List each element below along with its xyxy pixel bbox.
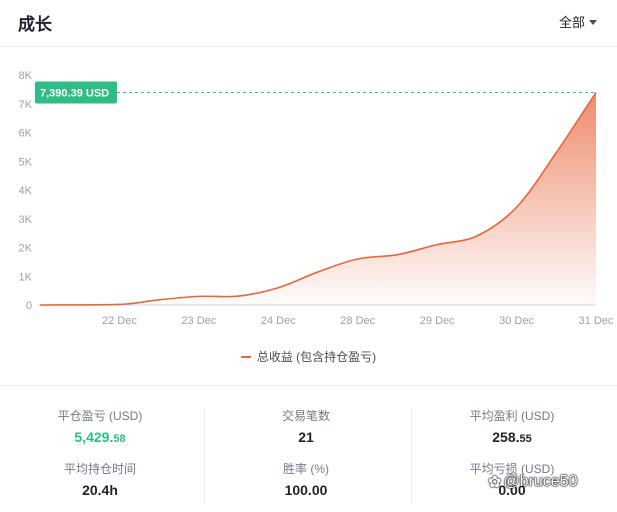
- x-tick-label: 24 Dec: [261, 315, 296, 327]
- growth-chart: 0 1K 2K 3K 4K 5K 6K 7K 8K 22 Dec 23 Dec 24 Dec 28 D…: [19, 70, 614, 327]
- stat-value: 21: [298, 429, 314, 445]
- series-area: [40, 92, 596, 305]
- stat-closed-pnl: 平仓盈亏 (USD) 5,429.58: [0, 407, 200, 445]
- stat-trades: 交易笔数 21: [206, 407, 406, 445]
- x-tick-label: 31 Dec: [579, 315, 614, 327]
- stat-value: 5,429.58: [0, 429, 200, 445]
- range-filter-dropdown[interactable]: 全部: [559, 12, 597, 31]
- series-line: [39, 92, 597, 306]
- stat-value-dec: 55: [519, 433, 532, 445]
- legend-label: 总收益 (包含持仓盈亏): [256, 350, 377, 364]
- watermark-logo-icon: ✿: [488, 474, 502, 491]
- range-filter-label: 全部: [558, 15, 585, 30]
- y-tick-label: 7K: [19, 99, 33, 111]
- section-header: 成长 全部: [0, 0, 617, 47]
- x-tick-label: 23 Dec: [181, 315, 216, 327]
- max-value-label: 7,390.39 USD: [40, 88, 109, 100]
- stat-value: 20.4h: [82, 482, 118, 498]
- stat-label: 平仓盈亏 (USD): [57, 409, 143, 423]
- stat-value: 258.55: [412, 429, 612, 445]
- y-tick-label: 5K: [19, 156, 33, 168]
- y-tick-label: 4K: [19, 185, 33, 197]
- stat-label: 平均盈利 (USD): [469, 409, 555, 423]
- caret-down-icon: [589, 19, 597, 25]
- stat-label: 胜率 (%): [283, 462, 329, 476]
- watermark: ✿ @bruce50: [488, 472, 577, 492]
- section-divider: [0, 385, 617, 386]
- stat-avg-hold-time: 平均持仓时间 20.4h: [0, 460, 200, 498]
- max-value-tag-bg: [35, 81, 117, 104]
- y-tick-label: 8K: [19, 70, 33, 82]
- stat-value: 100.00: [284, 482, 328, 498]
- x-tick-label: 29 Dec: [420, 315, 455, 327]
- legend-swatch: [240, 355, 251, 358]
- stat-label: 平均持仓时间: [63, 462, 136, 476]
- stat-value-int: 258.: [492, 429, 520, 445]
- stat-avg-loss: 平均亏损 (USD) 0.00: [412, 460, 612, 498]
- y-tick-label: 1K: [19, 271, 33, 283]
- y-tick-label: 2K: [19, 243, 33, 255]
- x-tick-label: 22 Dec: [102, 315, 137, 327]
- stat-value-int: 5,429.: [74, 429, 114, 445]
- stat-win-rate: 胜率 (%) 100.00: [206, 460, 406, 498]
- y-tick-label: 3K: [19, 214, 33, 226]
- stat-avg-profit: 平均盈利 (USD) 258.55: [412, 407, 612, 445]
- page-title: 成长: [18, 15, 52, 34]
- stat-label: 交易笔数: [281, 409, 330, 423]
- stat-value: 0.00: [498, 482, 526, 498]
- y-tick-label: 6K: [19, 128, 33, 140]
- x-axis: 22 Dec 23 Dec 24 Dec 28 Dec 29 Dec 30 Dec 31 D…: [102, 315, 614, 327]
- x-tick-label: 30 Dec: [499, 315, 534, 327]
- column-divider: [204, 408, 205, 504]
- column-divider: [411, 408, 412, 504]
- stat-value-dec: 58: [113, 433, 126, 445]
- watermark-text: @bruce50: [503, 473, 578, 490]
- stat-label: 平均亏损 (USD): [469, 462, 555, 476]
- max-value-tag: 7,390.39 USD: [35, 81, 117, 104]
- chart-legend[interactable]: 总收益 (包含持仓盈亏): [0, 348, 617, 365]
- y-axis: 0 1K 2K 3K 4K 5K 6K 7K 8K: [19, 70, 33, 312]
- x-tick-label: 28 Dec: [340, 315, 375, 327]
- y-tick-label: 0: [26, 300, 32, 312]
